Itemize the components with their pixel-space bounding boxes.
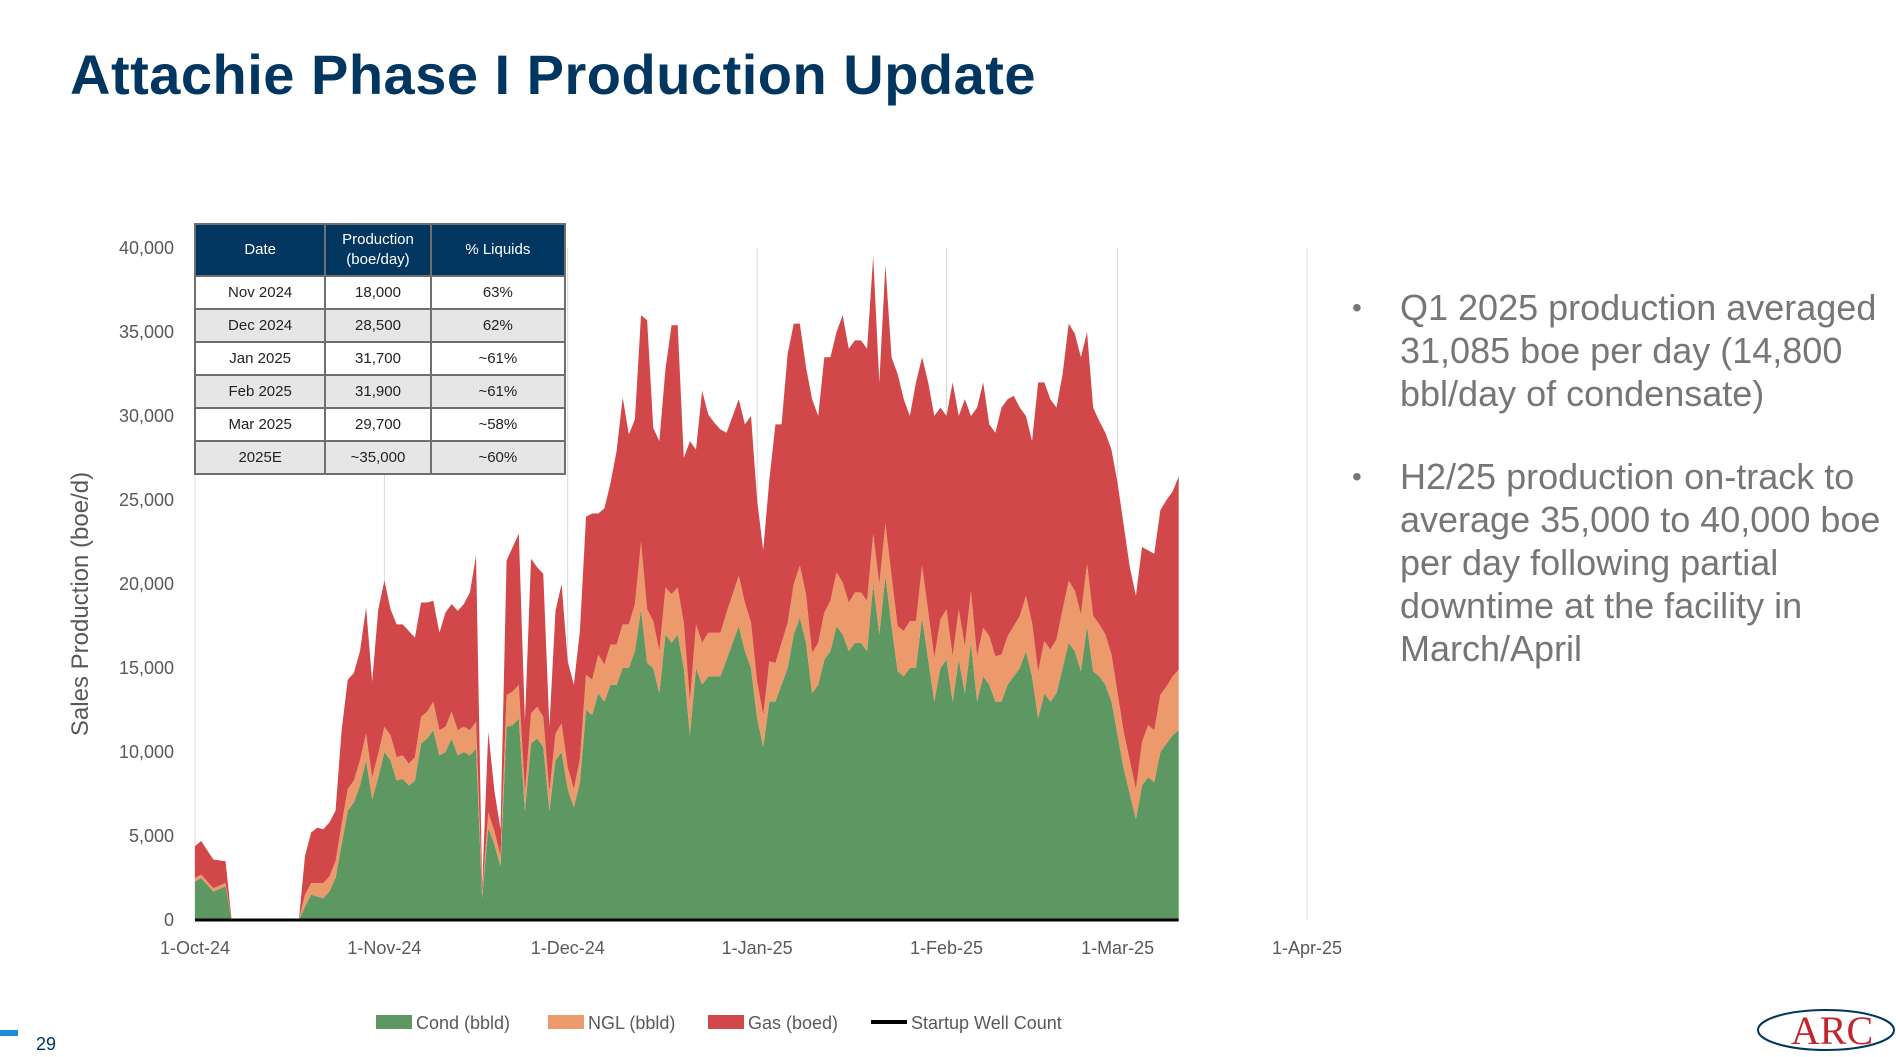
slide-title: Attachie Phase I Production Update xyxy=(70,43,1037,106)
bullet-item: • H2/25 production on-track to average 3… xyxy=(1352,455,1892,670)
page-number: 29 xyxy=(36,1034,57,1054)
header-production: Production (boe/day) xyxy=(324,223,432,277)
legend-label: NGL (bbld) xyxy=(588,1013,675,1033)
cell-production: 31,900 xyxy=(324,374,432,409)
cell-date: Jan 2025 xyxy=(193,341,327,376)
arc-logo: ARC xyxy=(1757,1008,1895,1053)
bullet-text: Q1 2025 production averaged 31,085 boe p… xyxy=(1400,287,1877,414)
y-tick-label: 0 xyxy=(164,910,174,930)
y-tick-label: 25,000 xyxy=(119,490,174,510)
cell-production: 31,700 xyxy=(324,341,432,376)
summary-bullets: • Q1 2025 production averaged 31,085 boe… xyxy=(1352,286,1892,710)
x-tick-label: 1-Nov-24 xyxy=(347,938,421,958)
x-tick-label: 1-Jan-25 xyxy=(722,938,793,958)
table-row: Mar 2025 29,700 ~58% xyxy=(193,407,567,442)
cell-liquids: ~61% xyxy=(429,374,567,409)
cell-production: ~35,000 xyxy=(324,440,432,475)
legend-swatch-cond xyxy=(376,1015,412,1029)
x-tick-label: 1-Oct-24 xyxy=(160,938,230,958)
cell-date: Feb 2025 xyxy=(193,374,327,409)
header-date: Date xyxy=(193,223,327,277)
cell-liquids: 63% xyxy=(429,275,567,310)
y-tick-label: 20,000 xyxy=(119,574,174,594)
cell-date: Dec 2024 xyxy=(193,308,327,343)
cell-liquids: ~61% xyxy=(429,341,567,376)
cell-liquids: 62% xyxy=(429,308,567,343)
legend-label: Gas (boed) xyxy=(748,1013,838,1033)
table-row: 2025E ~35,000 ~60% xyxy=(193,440,567,475)
legend-swatch-gas xyxy=(708,1015,744,1029)
y-tick-label: 10,000 xyxy=(119,742,174,762)
cell-production: 29,700 xyxy=(324,407,432,442)
bullet-text: H2/25 production on-track to average 35,… xyxy=(1400,456,1881,669)
table-row: Dec 2024 28,500 62% xyxy=(193,308,567,343)
cell-production: 18,000 xyxy=(324,275,432,310)
cell-date: Mar 2025 xyxy=(193,407,327,442)
x-tick-label: 1-Mar-25 xyxy=(1081,938,1154,958)
bullet-item: • Q1 2025 production averaged 31,085 boe… xyxy=(1352,286,1892,415)
x-tick-label: 1-Apr-25 xyxy=(1272,938,1342,958)
y-axis-title: Sales Production (boe/d) xyxy=(67,472,94,736)
table-row: Jan 2025 31,700 ~61% xyxy=(193,341,567,376)
legend-label: Startup Well Count xyxy=(911,1013,1062,1033)
y-tick-label: 30,000 xyxy=(119,406,174,426)
legend-swatch-ngl xyxy=(548,1015,584,1029)
logo-swoosh xyxy=(1757,1009,1895,1051)
header-liquids: % Liquids xyxy=(429,223,567,277)
x-tick-label: 1-Feb-25 xyxy=(910,938,983,958)
y-tick-label: 40,000 xyxy=(119,238,174,258)
table-header-row: Date Production (boe/day) % Liquids xyxy=(193,223,567,277)
cell-liquids: ~58% xyxy=(429,407,567,442)
cell-date: Nov 2024 xyxy=(193,275,327,310)
production-table: Date Production (boe/day) % Liquids Nov … xyxy=(193,223,567,475)
bullet-dot-icon: • xyxy=(1352,461,1362,492)
cond-area xyxy=(195,575,1179,920)
gas-area xyxy=(195,256,1179,920)
x-tick-label: 1-Dec-24 xyxy=(531,938,605,958)
y-tick-label: 35,000 xyxy=(119,322,174,342)
cell-production: 28,500 xyxy=(324,308,432,343)
y-tick-label: 5,000 xyxy=(129,826,174,846)
logo-text: ARC xyxy=(1791,1008,1873,1053)
legend-label: Cond (bbld) xyxy=(416,1013,510,1033)
y-tick-label: 15,000 xyxy=(119,658,174,678)
cell-liquids: ~60% xyxy=(429,440,567,475)
bullet-dot-icon: • xyxy=(1352,292,1362,323)
cell-date: 2025E xyxy=(193,440,327,475)
table-row: Feb 2025 31,900 ~61% xyxy=(193,374,567,409)
page-marker xyxy=(0,1030,18,1036)
table-row: Nov 2024 18,000 63% xyxy=(193,275,567,310)
